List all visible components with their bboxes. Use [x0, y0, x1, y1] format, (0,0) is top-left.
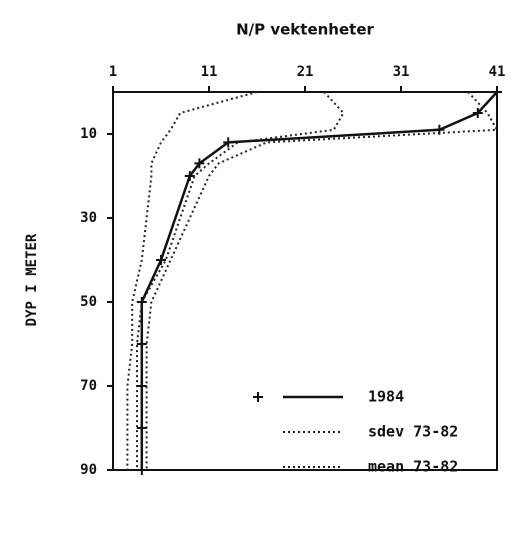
y-axis-label: DYP I METER	[24, 233, 40, 326]
x-tick-label: 31	[393, 64, 410, 80]
point-marker	[184, 171, 195, 181]
legend-label: 1984	[368, 388, 404, 406]
plot-frame	[112, 91, 498, 471]
series-line	[136, 91, 345, 470]
series-line	[140, 91, 498, 470]
x-tick-label: 1	[109, 64, 117, 80]
point-marker	[194, 158, 205, 169]
x-tick-label: 11	[201, 64, 218, 80]
legend-marker	[253, 392, 263, 402]
x-tick-label: 41	[489, 64, 506, 80]
point-marker	[156, 255, 166, 265]
legend-label: sdev 73-82	[368, 423, 458, 441]
y-tick-label: 90	[80, 462, 97, 478]
x-axis-label: N/P vektenheter	[236, 21, 374, 39]
point-marker	[136, 381, 147, 391]
point-marker	[136, 339, 147, 349]
y-tick-label: 70	[80, 378, 97, 394]
y-tick-label: 30	[80, 210, 97, 226]
series-line	[126, 91, 258, 470]
point-marker	[136, 465, 147, 475]
legend-label: mean 73-82	[368, 458, 458, 476]
x-tick-label: 21	[297, 64, 314, 80]
point-marker	[472, 108, 483, 118]
series-line-upper	[145, 91, 499, 470]
point-marker	[136, 423, 147, 433]
y-tick-label: 50	[80, 294, 97, 310]
point-marker	[223, 137, 234, 148]
y-tick-label: 10	[80, 126, 97, 142]
point-marker	[492, 87, 502, 97]
